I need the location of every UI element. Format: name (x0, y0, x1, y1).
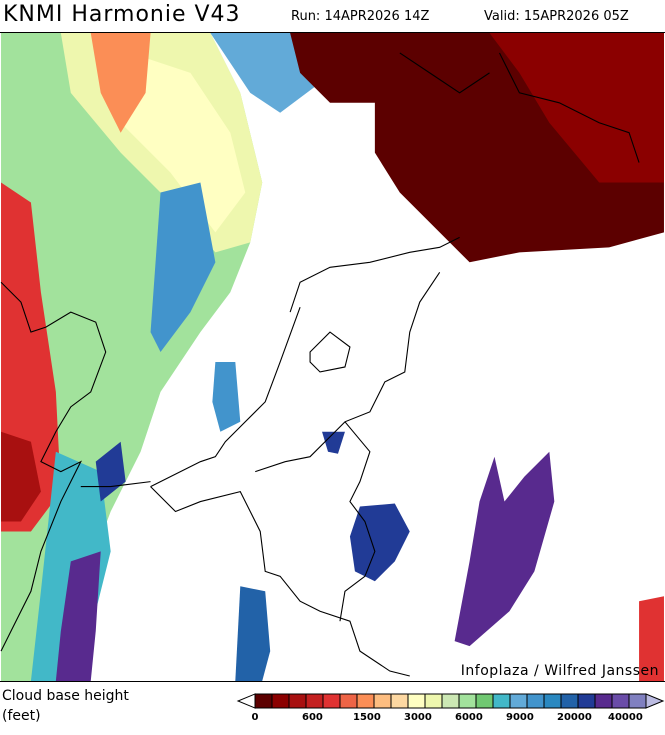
legend-over-arrow (645, 693, 665, 709)
valid-time: Valid: 15APR2026 05Z (484, 9, 629, 24)
legend-tick-label: 600 (302, 712, 323, 723)
legend-swatch (475, 693, 494, 709)
legend-tick-label: 3000 (404, 712, 432, 723)
color-legend: 0 600 1500 3000 6000 9000 20000 40000 (236, 693, 665, 723)
legend-swatch (356, 693, 375, 709)
cloud-blob-red-se (639, 596, 664, 681)
cloud-field-darkred-west (1, 431, 41, 522)
cloud-blob-purple-east (454, 451, 555, 647)
legend-swatch (305, 693, 324, 709)
legend-swatch (526, 693, 545, 709)
credit-text: Infoplaza / Wilfred Janssen (460, 663, 659, 679)
legend-swatch (560, 693, 579, 709)
cloud-field-blue-strip (150, 182, 216, 353)
legend-title: Cloud base height (feet) (2, 686, 129, 726)
cloud-field-west-orange (90, 33, 151, 133)
legend-swatch (577, 693, 596, 709)
legend-swatch (611, 693, 630, 709)
legend-tick-label: 0 (252, 712, 259, 723)
legend-swatch (492, 693, 511, 709)
cloud-base-map (0, 32, 665, 682)
cloud-field-blue-zeeland (212, 361, 241, 432)
legend-swatch (458, 693, 477, 709)
variable-name: Cloud base height (2, 688, 129, 704)
cloud-field-purple-sw (55, 551, 101, 681)
legend-swatch (373, 693, 392, 709)
legend-tick-label: 40000 (608, 712, 643, 723)
variable-unit: (feet) (2, 708, 41, 724)
cloud-blob-navy-south (235, 586, 271, 681)
legend-under-arrow (236, 693, 256, 709)
legend-swatch (543, 693, 562, 709)
legend-tick-label: 9000 (506, 712, 534, 723)
legend-swatch (322, 693, 341, 709)
legend-swatch (271, 693, 290, 709)
legend-swatch (509, 693, 528, 709)
legend-tick-label: 1500 (353, 712, 381, 723)
legend-swatch (441, 693, 460, 709)
legend-swatch (594, 693, 613, 709)
cloud-field-red-ne (489, 33, 664, 183)
legend-tick-label: 6000 (455, 712, 483, 723)
cloud-blob-navy-center (322, 431, 345, 454)
legend-swatch (424, 693, 443, 709)
legend-swatch (288, 693, 307, 709)
legend-swatch (339, 693, 358, 709)
cloud-field-west-pale (120, 52, 246, 233)
legend-swatch (390, 693, 409, 709)
legend-swatch (407, 693, 426, 709)
model-title: KNMI Harmonie V43 (3, 2, 241, 27)
legend-swatch (628, 693, 647, 709)
coastlines-borders (0, 52, 640, 677)
legend-swatch (254, 693, 273, 709)
legend-tick-label: 20000 (557, 712, 592, 723)
cloud-field-blue-band (210, 33, 321, 113)
run-time: Run: 14APR2026 14Z (291, 9, 430, 24)
